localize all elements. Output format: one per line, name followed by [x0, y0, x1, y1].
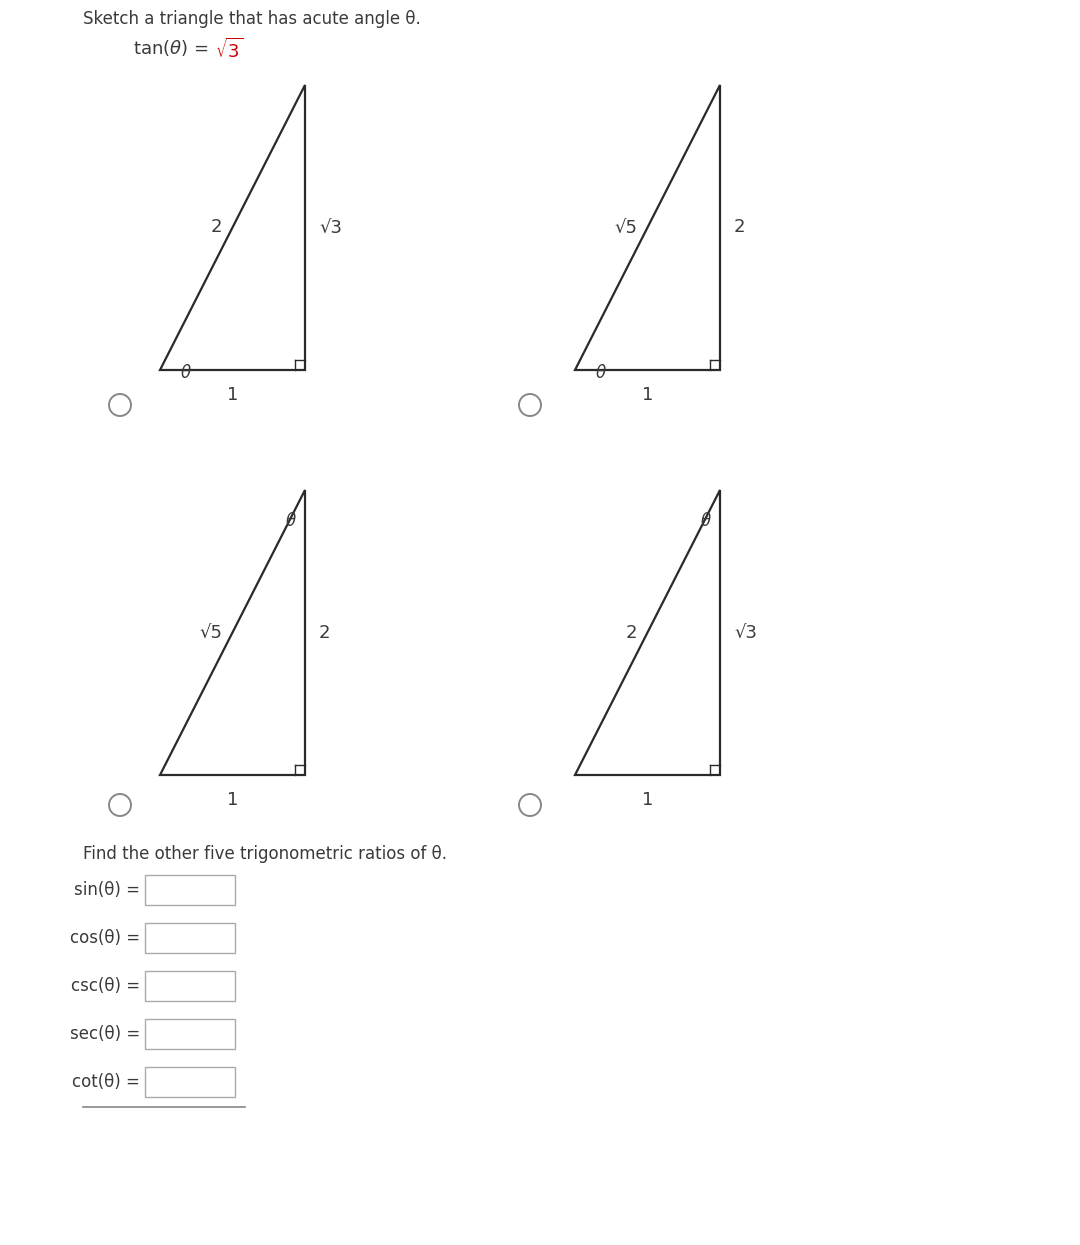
Bar	[145, 971, 235, 1001]
Text: 2: 2	[211, 219, 222, 237]
Text: Sketch a triangle that has acute angle θ.: Sketch a triangle that has acute angle θ…	[83, 10, 421, 27]
Text: 2: 2	[734, 219, 745, 237]
Text: 2: 2	[319, 624, 330, 641]
Bar	[145, 1067, 235, 1097]
Bar	[145, 875, 235, 905]
Text: cot(θ) =: cot(θ) =	[72, 1073, 140, 1091]
Text: 1: 1	[227, 791, 239, 809]
Text: sec(θ) =: sec(θ) =	[70, 1025, 140, 1043]
Text: csc(θ) =: csc(θ) =	[71, 977, 140, 995]
Text: √5: √5	[615, 219, 637, 237]
Text: Find the other five trigonometric ratios of θ.: Find the other five trigonometric ratios…	[83, 845, 447, 863]
Bar	[145, 923, 235, 952]
Text: sin(θ) =: sin(θ) =	[75, 881, 140, 899]
Text: √3: √3	[319, 219, 342, 237]
Text: $\theta$: $\theta$	[285, 512, 297, 530]
Text: 1: 1	[642, 386, 653, 403]
Text: $\theta$: $\theta$	[700, 512, 712, 530]
Text: 1: 1	[227, 386, 239, 403]
Text: 1: 1	[642, 791, 653, 809]
Text: $\theta$: $\theta$	[595, 364, 607, 382]
Bar	[145, 1018, 235, 1050]
Text: √5: √5	[200, 624, 222, 641]
Text: 2: 2	[626, 624, 637, 641]
Text: cos(θ) =: cos(θ) =	[70, 929, 140, 947]
Text: $\sqrt{3}$: $\sqrt{3}$	[215, 39, 243, 62]
Text: tan($\theta$) =: tan($\theta$) =	[133, 39, 211, 59]
Text: √3: √3	[734, 624, 757, 641]
Text: $\theta$: $\theta$	[180, 364, 192, 382]
